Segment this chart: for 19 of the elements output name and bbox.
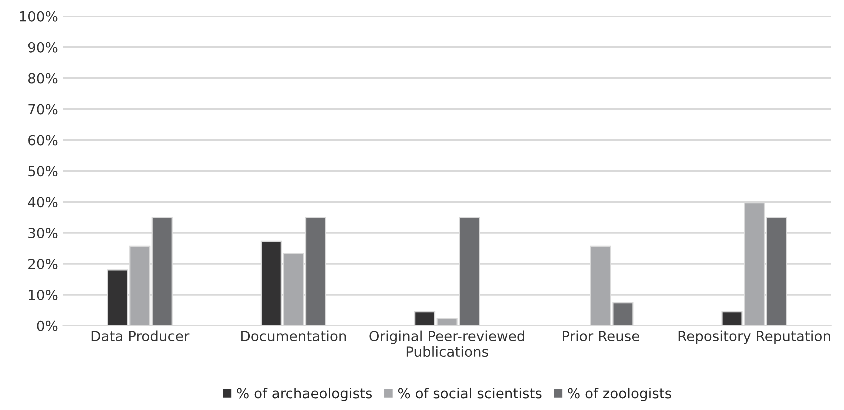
x-tick-label: Prior Reuse bbox=[563, 330, 640, 342]
legend-label: % of archaeologists bbox=[237, 388, 372, 402]
legend-label: % of social scientists bbox=[398, 388, 542, 399]
y-tick-label: 0% bbox=[37, 320, 58, 332]
y-tick-label: 40% bbox=[28, 197, 58, 208]
x-tick-label: Repository Reputation bbox=[678, 330, 830, 344]
x-tick-label: Original Peer-reviewed Publications bbox=[370, 330, 524, 358]
y-tick-label: 60% bbox=[28, 135, 58, 146]
y-tick-label: 80% bbox=[28, 73, 58, 84]
legend-label: % of zoologists bbox=[568, 388, 672, 402]
y-tick-label: 10% bbox=[29, 290, 58, 300]
x-tick-label: Documentation bbox=[242, 330, 346, 342]
x-tick-label: Data Producer bbox=[92, 330, 190, 342]
y-tick-label: 100% bbox=[20, 11, 58, 22]
y-tick-label: 20% bbox=[28, 259, 58, 270]
y-tick-label: 90% bbox=[28, 42, 58, 53]
y-tick-label: 70% bbox=[28, 104, 58, 115]
y-tick-label: 30% bbox=[28, 228, 58, 239]
y-tick-label: 50% bbox=[28, 166, 58, 177]
